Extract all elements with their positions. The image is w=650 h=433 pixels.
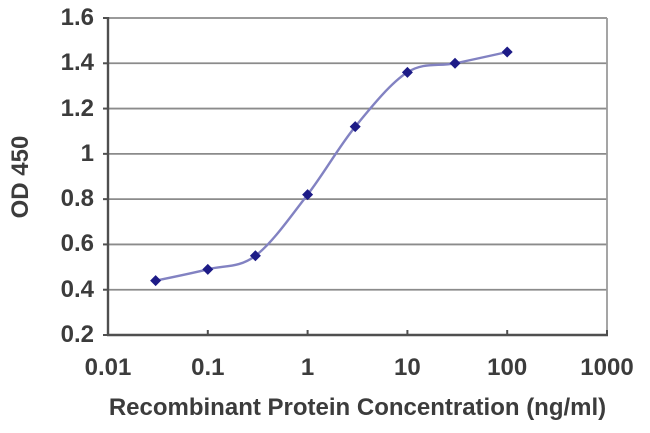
data-point-marker <box>302 189 314 201</box>
y-tick-label: 1.2 <box>60 94 94 122</box>
data-point-marker <box>349 121 361 133</box>
data-point-marker <box>449 57 461 69</box>
x-axis-title: Recombinant Protein Concentration (ng/ml… <box>108 394 607 421</box>
x-tick-label: 1 <box>300 354 315 381</box>
series-line <box>154 50 509 282</box>
data-point-marker <box>501 46 513 58</box>
x-tick-label: 0.01 <box>84 354 132 381</box>
y-tick-label: 0.6 <box>60 230 94 258</box>
x-tick-label: 0.1 <box>191 354 225 381</box>
data-point-marker <box>150 275 162 287</box>
y-tick-label: 1.4 <box>60 49 94 77</box>
y-tick-label: 0.2 <box>60 321 94 348</box>
x-tick-label: 1000 <box>580 354 634 381</box>
y-tick-label: 0.4 <box>60 275 94 303</box>
data-point-marker <box>401 66 413 78</box>
data-point-marker <box>202 263 214 275</box>
y-tick-label: 1 <box>80 139 94 167</box>
data-point-marker <box>249 250 261 262</box>
x-tick-label: 10 <box>394 354 421 381</box>
x-tick-label: 100 <box>487 354 528 381</box>
y-tick-label: 0.8 <box>60 185 94 213</box>
y-tick-label: 1.6 <box>60 4 94 31</box>
